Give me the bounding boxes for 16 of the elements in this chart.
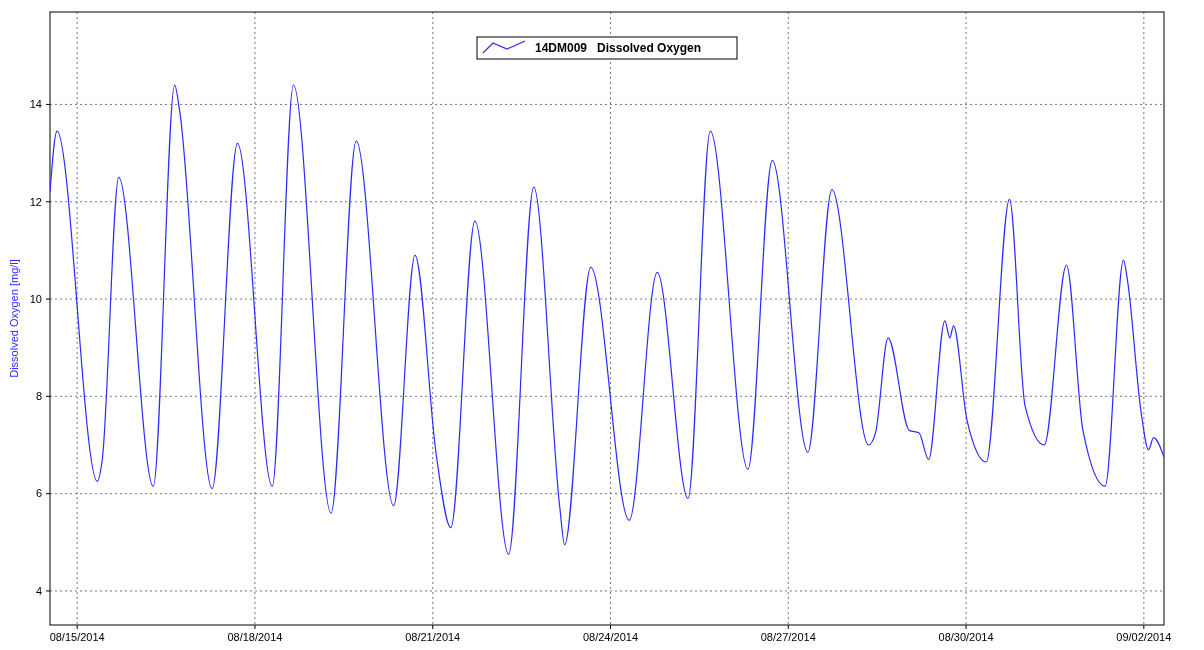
y-tick-label: 4 xyxy=(35,584,42,597)
legend-label: 14DM009 Dissolved Oxygen xyxy=(535,41,702,55)
x-tick-label: 08/15/2014 xyxy=(49,631,105,643)
y-axis-title: Dissolved Oxygen [mg/l] xyxy=(8,259,20,378)
y-tick-label: 10 xyxy=(29,292,42,305)
y-tick-label: 12 xyxy=(29,195,42,208)
y-tick-label: 6 xyxy=(35,487,42,500)
x-tick-label: 08/30/2014 xyxy=(938,631,994,643)
y-tick-label: 14 xyxy=(29,98,42,111)
y-tick-label: 8 xyxy=(35,390,42,403)
x-tick-label: 08/24/2014 xyxy=(582,631,639,643)
line-series xyxy=(50,84,1164,556)
x-tick-label: 08/21/2014 xyxy=(405,631,461,643)
x-tick-label: 09/02/2014 xyxy=(1116,631,1172,643)
x-tick-label: 08/27/2014 xyxy=(760,631,816,643)
x-tick-label: 08/18/2014 xyxy=(227,631,283,643)
